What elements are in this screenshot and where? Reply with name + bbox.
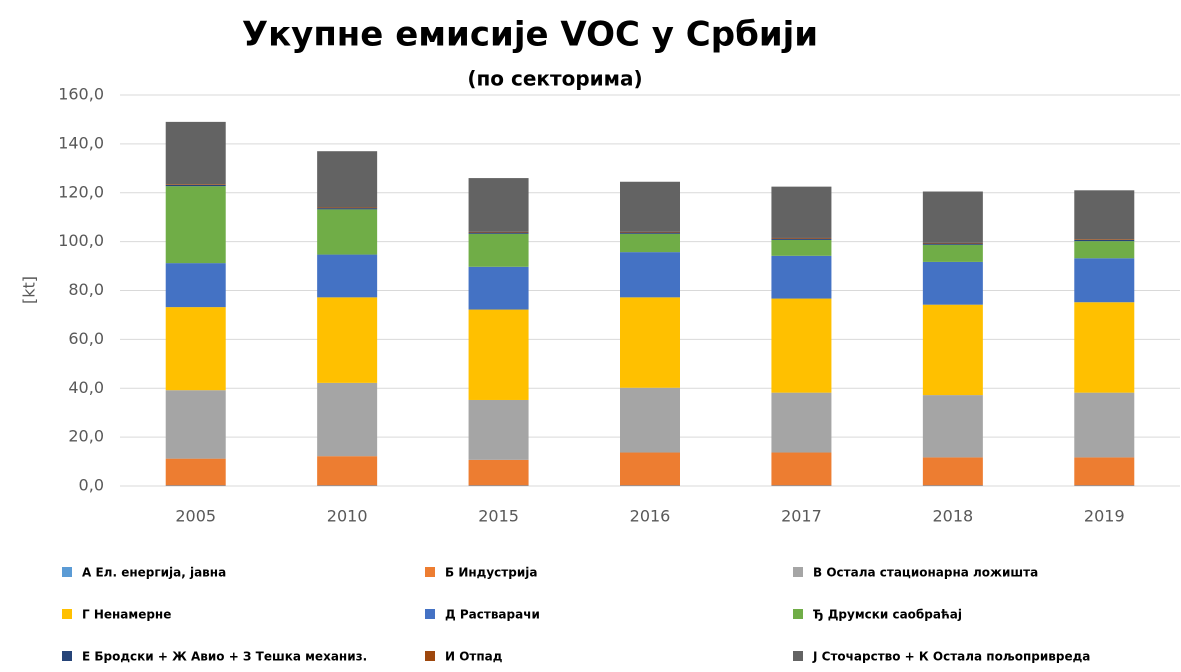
bar-segment bbox=[317, 297, 378, 383]
bar-segment bbox=[1074, 392, 1135, 458]
bar-segment bbox=[468, 233, 529, 267]
bar-segment bbox=[922, 304, 983, 396]
bar-segment bbox=[317, 207, 378, 209]
bar-segment bbox=[1074, 241, 1135, 259]
bar-segment bbox=[620, 233, 680, 253]
x-tick-label: 2019 bbox=[1084, 507, 1125, 526]
bar-segment bbox=[317, 209, 378, 255]
legend-label: Ј Сточарство + К Остала пољопривреда bbox=[812, 650, 1090, 664]
bar-segment bbox=[620, 232, 680, 234]
legend-label: Ђ Друмски саобраћај bbox=[813, 608, 962, 622]
bar-segment bbox=[771, 238, 832, 240]
bar-segment bbox=[620, 452, 680, 486]
bar-segment bbox=[165, 121, 226, 185]
bar-segment bbox=[468, 231, 529, 233]
y-tick-label: 140,0 bbox=[58, 133, 104, 152]
bar-segment bbox=[620, 252, 680, 298]
chart-title: Укупне емисије VOC у Србији bbox=[242, 15, 818, 55]
bar-segment bbox=[317, 151, 378, 208]
y-tick-label: 160,0 bbox=[58, 85, 104, 104]
bar-segment bbox=[317, 456, 378, 486]
x-tick-label: 2017 bbox=[781, 507, 822, 526]
y-tick-label: 80,0 bbox=[68, 280, 104, 299]
x-tick-label: 2015 bbox=[478, 507, 519, 526]
legend-label: Д Растварачи bbox=[445, 608, 540, 622]
bar-segment bbox=[620, 181, 680, 232]
bar-segment bbox=[468, 399, 529, 460]
bar-segment bbox=[771, 255, 832, 299]
bar-segment bbox=[620, 231, 680, 233]
bar-segment bbox=[468, 178, 529, 232]
bar-segment bbox=[620, 297, 680, 388]
legend-swatch bbox=[793, 609, 803, 619]
legend-label: В Остала стационарна ложишта bbox=[813, 566, 1038, 580]
bar-segment bbox=[771, 239, 832, 256]
legend-swatch bbox=[425, 567, 435, 577]
bar-segment bbox=[165, 186, 226, 264]
bar-segment bbox=[1074, 302, 1135, 393]
y-axis-label: [kt] bbox=[20, 276, 39, 304]
bar-segment bbox=[922, 261, 983, 305]
bar-segment bbox=[1074, 239, 1135, 242]
y-tick-label: 0,0 bbox=[79, 476, 104, 495]
bar-segment bbox=[771, 452, 832, 486]
legend-label: Е Бродски + Ж Авио + З Тешка механиз. bbox=[82, 650, 367, 664]
bar-segment bbox=[165, 458, 226, 486]
legend-swatch bbox=[793, 651, 803, 661]
bar-segment bbox=[317, 382, 378, 457]
legend-swatch bbox=[425, 609, 435, 619]
y-tick-label: 100,0 bbox=[58, 231, 104, 250]
x-tick-label: 2016 bbox=[630, 507, 671, 526]
bar-segment bbox=[922, 395, 983, 458]
y-tick-label: 60,0 bbox=[68, 329, 104, 348]
x-tick-label: 2010 bbox=[327, 507, 368, 526]
bar-segment bbox=[165, 184, 226, 185]
legend-swatch bbox=[62, 567, 72, 577]
bar-segment bbox=[165, 390, 226, 459]
legend-label: А Ел. енергија, јавна bbox=[82, 566, 226, 580]
legend-label: И Отпад bbox=[445, 650, 503, 664]
legend-label: Г Ненамерне bbox=[82, 608, 171, 622]
bar-segment bbox=[165, 307, 226, 391]
bar-segment bbox=[922, 244, 983, 262]
bar-segment bbox=[1074, 258, 1135, 303]
bar-segment bbox=[771, 392, 832, 453]
bar-segment bbox=[922, 191, 983, 243]
bar-segment bbox=[922, 242, 983, 244]
bar-segment bbox=[1074, 457, 1135, 486]
y-tick-label: 20,0 bbox=[68, 427, 104, 446]
bar-segment bbox=[317, 254, 378, 298]
legend-label: Б Индустрија bbox=[445, 566, 537, 580]
bar-segment bbox=[771, 186, 832, 238]
x-tick-label: 2005 bbox=[175, 507, 216, 526]
bar-segment bbox=[771, 237, 832, 239]
bar-segment bbox=[1074, 190, 1135, 240]
bar-segment bbox=[165, 184, 226, 187]
bar-segment bbox=[771, 298, 832, 393]
bar-segment bbox=[1074, 239, 1135, 240]
y-tick-label: 40,0 bbox=[68, 378, 104, 397]
y-tick-label: 120,0 bbox=[58, 182, 104, 201]
bar-segment bbox=[468, 232, 529, 234]
bar-segment bbox=[620, 387, 680, 453]
legend-swatch bbox=[62, 651, 72, 661]
bar-segment bbox=[922, 243, 983, 245]
bar-segment bbox=[468, 309, 529, 400]
bar-segment bbox=[165, 263, 226, 308]
bar-segment bbox=[317, 208, 378, 210]
legend-swatch bbox=[62, 609, 72, 619]
chart-subtitle: (по секторима) bbox=[467, 67, 642, 91]
bar-segment bbox=[922, 457, 983, 486]
legend-swatch bbox=[793, 567, 803, 577]
bar-segment bbox=[468, 266, 529, 310]
x-tick-label: 2018 bbox=[932, 507, 973, 526]
legend-swatch bbox=[425, 651, 435, 661]
bar-segment bbox=[468, 459, 529, 486]
